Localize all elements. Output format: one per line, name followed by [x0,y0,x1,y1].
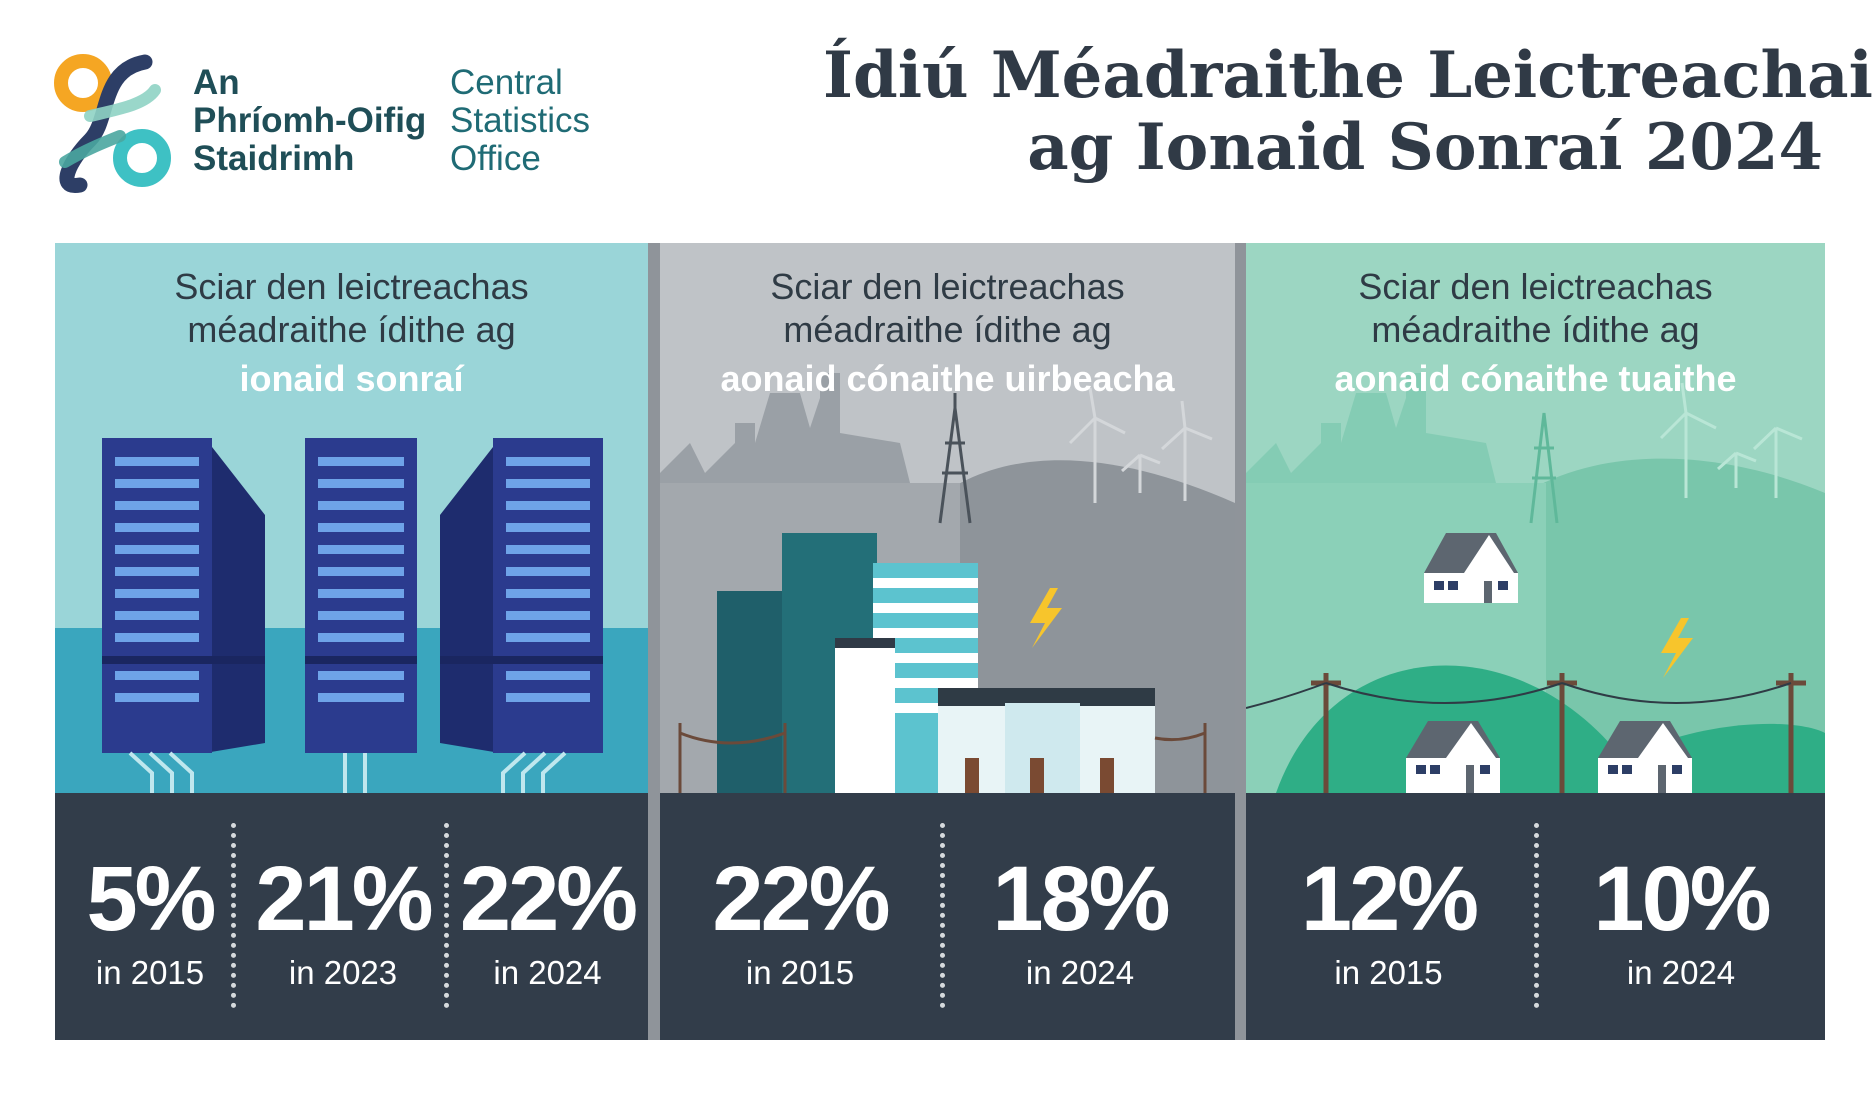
heading-line-1: Sciar den leictreachas [1358,266,1713,307]
heading-line-2: méadraithe ídithe ag [1371,309,1700,350]
stat-value: 5% [86,848,217,950]
stat-label: in 2024 [1626,954,1736,991]
stat-divider [231,823,236,1008]
power-lines-icon [1311,673,1806,793]
wind-turbines-icon [1068,387,1213,503]
stat-value: 22% [459,848,638,950]
stat-label: in 2024 [1025,954,1135,991]
heading-line-2: méadraithe ídithe ag [783,309,1112,350]
infographic-panels: Sciar den leictreachas méadraithe ídithe… [55,243,1825,1040]
heading-highlight: aonaid cónaithe tuaithe [1334,358,1737,399]
power-pylon-icon [938,393,972,524]
stat-2015: 5% in 2015 [65,851,235,993]
stat-2015: 12% in 2015 [1271,851,1506,993]
stat-label: in 2015 [745,954,855,991]
stat-2015: 22% in 2015 [680,851,920,993]
title-line-2: ag Ionaid Sonraí 2024 [1027,110,1823,185]
panel-data-centres-stats: 5% in 2015 21% in 2023 22% in 2024 [55,793,648,1040]
stat-divider [940,823,945,1008]
stat-value: 18% [992,848,1170,950]
cable-lines-icon [128,751,567,793]
title-line-1: Ídiú Méadraithe Leictreachais [823,38,1875,113]
stat-2024: 10% in 2024 [1561,851,1801,993]
city-illustration-icon [660,373,1235,793]
stat-2023: 21% in 2023 [243,851,443,993]
house-bottom-left-icon [1406,721,1500,793]
logo-english-line-1: Central [450,63,563,102]
power-pylon-icon [1529,412,1559,524]
server-rack-right-icon [440,438,603,753]
panel-urban-stats: 22% in 2015 18% in 2024 [660,793,1235,1040]
stat-2024: 18% in 2024 [960,851,1200,993]
server-rack-left-icon [102,438,265,753]
panel-rural-stats: 12% in 2015 10% in 2024 [1246,793,1825,1040]
logo-irish-line-3: Staidrimh [193,139,355,178]
panel-urban-dwellings: Sciar den leictreachas méadraithe ídithe… [660,243,1235,1040]
house-top-icon [1424,533,1518,603]
stat-label: in 2024 [493,954,602,991]
panel-data-centres: Sciar den leictreachas méadraithe ídithe… [55,243,648,1040]
house-bottom-right-icon [1598,721,1692,793]
cso-logo-mark-icon [54,54,171,193]
logo-irish-line-2: Phríomh-Oifig [193,101,427,140]
stat-label: in 2015 [1334,954,1443,991]
server-racks-illustration-icon [55,438,648,793]
cso-logo: An Phríomh-Oifig Staidrimh Central Stati… [50,50,670,200]
panel-data-centres-heading: Sciar den leictreachas méadraithe ídithe… [55,265,648,400]
panel-rural-heading: Sciar den leictreachas méadraithe ídithe… [1246,265,1825,400]
lightning-bolt-icon [1030,588,1062,648]
page-title: Ídiú Méadraithe Leictreachais ag Ionaid … [823,38,1875,185]
stat-value: 21% [255,848,433,950]
panel-rural-dwellings: Sciar den leictreachas méadraithe ídithe… [1246,243,1825,1040]
logo-english-name: Central Statistics Office [450,64,590,178]
stat-2024: 22% in 2024 [450,851,645,993]
stat-label: in 2023 [288,954,398,991]
heading-line-2: méadraithe ídithe ag [187,309,516,350]
stat-divider [444,823,449,1008]
power-lines-icon [678,723,1207,793]
server-rack-middle-icon [305,438,417,753]
logo-irish-line-1: An [193,63,240,102]
countryside-illustration-icon [1246,373,1825,793]
logo-english-line-3: Office [450,139,541,178]
stat-divider [1534,823,1539,1008]
logo-english-line-2: Statistics [450,101,591,140]
heading-line-1: Sciar den leictreachas [770,266,1125,307]
heading-highlight: ionaid sonraí [239,358,464,399]
heading-line-1: Sciar den leictreachas [174,266,529,307]
stat-value: 12% [1300,848,1479,950]
stat-value: 22% [712,848,890,950]
stat-label: in 2015 [95,954,205,991]
logo-irish-name: An Phríomh-Oifig Staidrimh [193,64,426,178]
heading-highlight: aonaid cónaithe uirbeacha [720,358,1175,399]
wind-turbines-icon [1659,382,1803,498]
lightning-bolt-icon [1661,618,1693,678]
stat-value: 10% [1593,848,1771,950]
panel-urban-heading: Sciar den leictreachas méadraithe ídithe… [660,265,1235,400]
